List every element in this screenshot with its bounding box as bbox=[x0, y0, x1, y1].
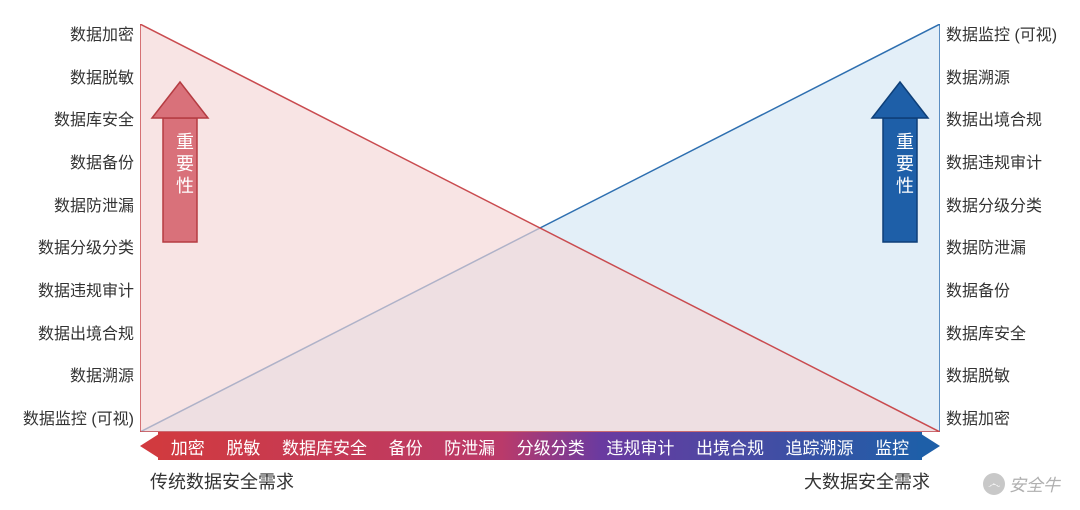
x-axis-item: 加密 bbox=[171, 434, 205, 459]
diagram-root: 数据加密 数据脱敏 数据库安全 数据备份 数据防泄漏 数据分级分类 数据违规审计… bbox=[0, 0, 1080, 510]
left-label: 数据加密 bbox=[0, 28, 140, 44]
x-axis-bar: 加密 脱敏 数据库安全 备份 防泄漏 分级分类 违规审计 出境合规 追踪溯源 监… bbox=[140, 432, 940, 460]
right-label-column: 数据监控 (可视) 数据溯源 数据出境合规 数据违规审计 数据分级分类 数据防泄… bbox=[940, 28, 1080, 428]
left-label: 数据防泄漏 bbox=[0, 199, 140, 215]
right-label: 数据库安全 bbox=[940, 327, 1080, 343]
left-label: 数据分级分类 bbox=[0, 241, 140, 257]
right-label: 数据脱敏 bbox=[940, 369, 1080, 385]
right-label: 数据出境合规 bbox=[940, 113, 1080, 129]
x-axis-labels: 加密 脱敏 数据库安全 备份 防泄漏 分级分类 违规审计 出境合规 追踪溯源 监… bbox=[140, 432, 940, 460]
x-axis-item: 监控 bbox=[875, 434, 909, 459]
x-axis-item: 防泄漏 bbox=[444, 434, 495, 459]
x-axis-item: 脱敏 bbox=[226, 434, 260, 459]
left-label: 数据违规审计 bbox=[0, 284, 140, 300]
left-label: 数据脱敏 bbox=[0, 71, 140, 87]
left-label: 数据备份 bbox=[0, 156, 140, 172]
right-label: 数据防泄漏 bbox=[940, 241, 1080, 257]
watermark-text: 安全牛 bbox=[1009, 471, 1060, 496]
left-label: 数据库安全 bbox=[0, 113, 140, 129]
left-label: 数据出境合规 bbox=[0, 327, 140, 343]
x-axis-item: 出境合规 bbox=[696, 434, 764, 459]
right-label: 数据备份 bbox=[940, 284, 1080, 300]
watermark: ෴ 安全牛 bbox=[983, 471, 1060, 496]
right-label: 数据违规审计 bbox=[940, 156, 1080, 172]
bottom-right-label: 大数据安全需求 bbox=[804, 468, 930, 494]
right-label: 数据分级分类 bbox=[940, 199, 1080, 215]
right-label: 数据溯源 bbox=[940, 71, 1080, 87]
left-label-column: 数据加密 数据脱敏 数据库安全 数据备份 数据防泄漏 数据分级分类 数据违规审计… bbox=[0, 28, 140, 428]
right-label: 数据加密 bbox=[940, 412, 1080, 428]
x-axis-item: 追踪溯源 bbox=[786, 434, 854, 459]
x-axis-item: 数据库安全 bbox=[282, 434, 367, 459]
chart-area: 重要性 重要性 bbox=[140, 24, 940, 456]
bottom-labels: 传统数据安全需求 大数据安全需求 bbox=[0, 468, 1080, 498]
left-label: 数据监控 (可视) bbox=[0, 412, 140, 428]
watermark-icon: ෴ bbox=[983, 473, 1005, 495]
triangles-svg bbox=[140, 24, 940, 432]
bottom-left-label: 传统数据安全需求 bbox=[150, 468, 294, 494]
x-axis-item: 备份 bbox=[389, 434, 423, 459]
left-label: 数据溯源 bbox=[0, 369, 140, 385]
x-axis-item: 分级分类 bbox=[517, 434, 585, 459]
right-label: 数据监控 (可视) bbox=[940, 28, 1080, 44]
x-axis-item: 违规审计 bbox=[606, 434, 674, 459]
